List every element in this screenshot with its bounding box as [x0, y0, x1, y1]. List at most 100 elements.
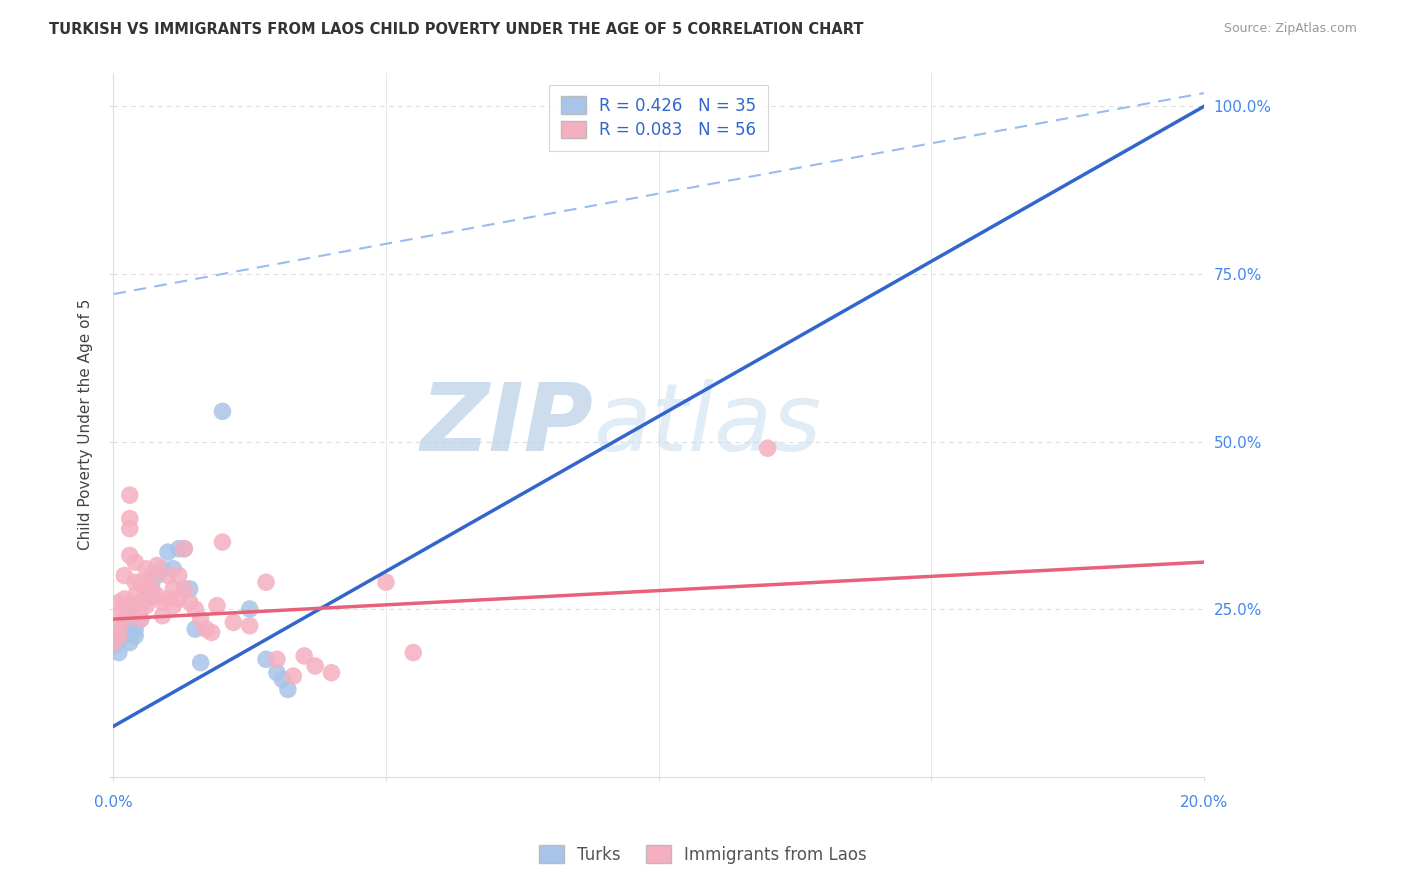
Point [179, 582, 201, 596]
Point [152, 595, 174, 609]
Point [141, 589, 163, 603]
Point [112, 619, 135, 633]
Point [124, 602, 146, 616]
Point [146, 558, 169, 573]
Point [141, 568, 163, 582]
Point [156, 568, 179, 582]
Point [129, 595, 152, 609]
Point [239, 619, 262, 633]
Point [146, 589, 169, 603]
Point [756, 441, 779, 455]
Point [277, 682, 299, 697]
Point [112, 629, 135, 643]
Point [103, 635, 125, 649]
Point [118, 615, 141, 630]
Point [135, 562, 157, 576]
Text: 20.0%: 20.0% [1180, 795, 1227, 810]
Point [190, 612, 212, 626]
Legend: Turks, Immigrants from Laos: Turks, Immigrants from Laos [533, 838, 873, 871]
Point [304, 659, 326, 673]
Point [167, 541, 190, 556]
Point [211, 535, 233, 549]
Text: Source: ZipAtlas.com: Source: ZipAtlas.com [1223, 22, 1357, 36]
Point [108, 646, 131, 660]
Point [112, 612, 135, 626]
Point [118, 625, 141, 640]
Point [129, 595, 152, 609]
Point [124, 555, 146, 569]
Point [173, 541, 195, 556]
Point [156, 592, 179, 607]
Point [205, 599, 228, 613]
Point [173, 582, 195, 596]
Point [118, 511, 141, 525]
Point [162, 599, 184, 613]
Point [190, 656, 212, 670]
Point [292, 648, 315, 663]
Point [222, 615, 245, 630]
Text: atlas: atlas [593, 379, 821, 470]
Point [129, 612, 152, 626]
Text: TURKISH VS IMMIGRANTS FROM LAOS CHILD POVERTY UNDER THE AGE OF 5 CORRELATION CHA: TURKISH VS IMMIGRANTS FROM LAOS CHILD PO… [49, 22, 863, 37]
Point [108, 619, 131, 633]
Point [108, 625, 131, 640]
Point [124, 575, 146, 590]
Point [135, 599, 157, 613]
Point [103, 639, 125, 653]
Point [108, 608, 131, 623]
Point [141, 578, 163, 592]
Point [141, 582, 163, 596]
Point [321, 665, 343, 680]
Point [173, 541, 195, 556]
Text: 0.0%: 0.0% [94, 795, 132, 810]
Point [156, 545, 179, 559]
Point [108, 629, 131, 643]
Point [118, 488, 141, 502]
Text: ZIP: ZIP [420, 379, 593, 471]
Point [135, 582, 157, 596]
Point [135, 582, 157, 596]
Point [283, 669, 305, 683]
Point [402, 646, 425, 660]
Point [124, 622, 146, 636]
Point [129, 575, 152, 590]
Point [375, 575, 398, 590]
Point [200, 625, 222, 640]
Point [118, 635, 141, 649]
Point [124, 589, 146, 603]
Point [118, 549, 141, 563]
Point [266, 652, 288, 666]
Point [167, 568, 190, 582]
Point [211, 404, 233, 418]
Point [112, 622, 135, 636]
Point [118, 608, 141, 623]
Point [179, 595, 201, 609]
Point [184, 622, 207, 636]
Point [184, 602, 207, 616]
Point [118, 522, 141, 536]
Point [254, 575, 277, 590]
Point [152, 608, 174, 623]
Point [112, 568, 135, 582]
Point [167, 592, 190, 607]
Point [112, 599, 135, 613]
Y-axis label: Child Poverty Under the Age of 5: Child Poverty Under the Age of 5 [79, 299, 93, 550]
Point [254, 652, 277, 666]
Point [135, 592, 157, 607]
Point [112, 592, 135, 607]
Point [195, 622, 218, 636]
Point [124, 599, 146, 613]
Point [146, 568, 169, 582]
Point [129, 612, 152, 626]
Point [108, 632, 131, 647]
Point [129, 599, 152, 613]
Point [108, 595, 131, 609]
Point [152, 562, 174, 576]
Legend: R = 0.426   N = 35, R = 0.083   N = 56: R = 0.426 N = 35, R = 0.083 N = 56 [550, 85, 768, 151]
Point [271, 673, 294, 687]
Point [266, 665, 288, 680]
Point [162, 562, 184, 576]
Point [239, 602, 262, 616]
Point [124, 629, 146, 643]
Point [162, 582, 184, 596]
